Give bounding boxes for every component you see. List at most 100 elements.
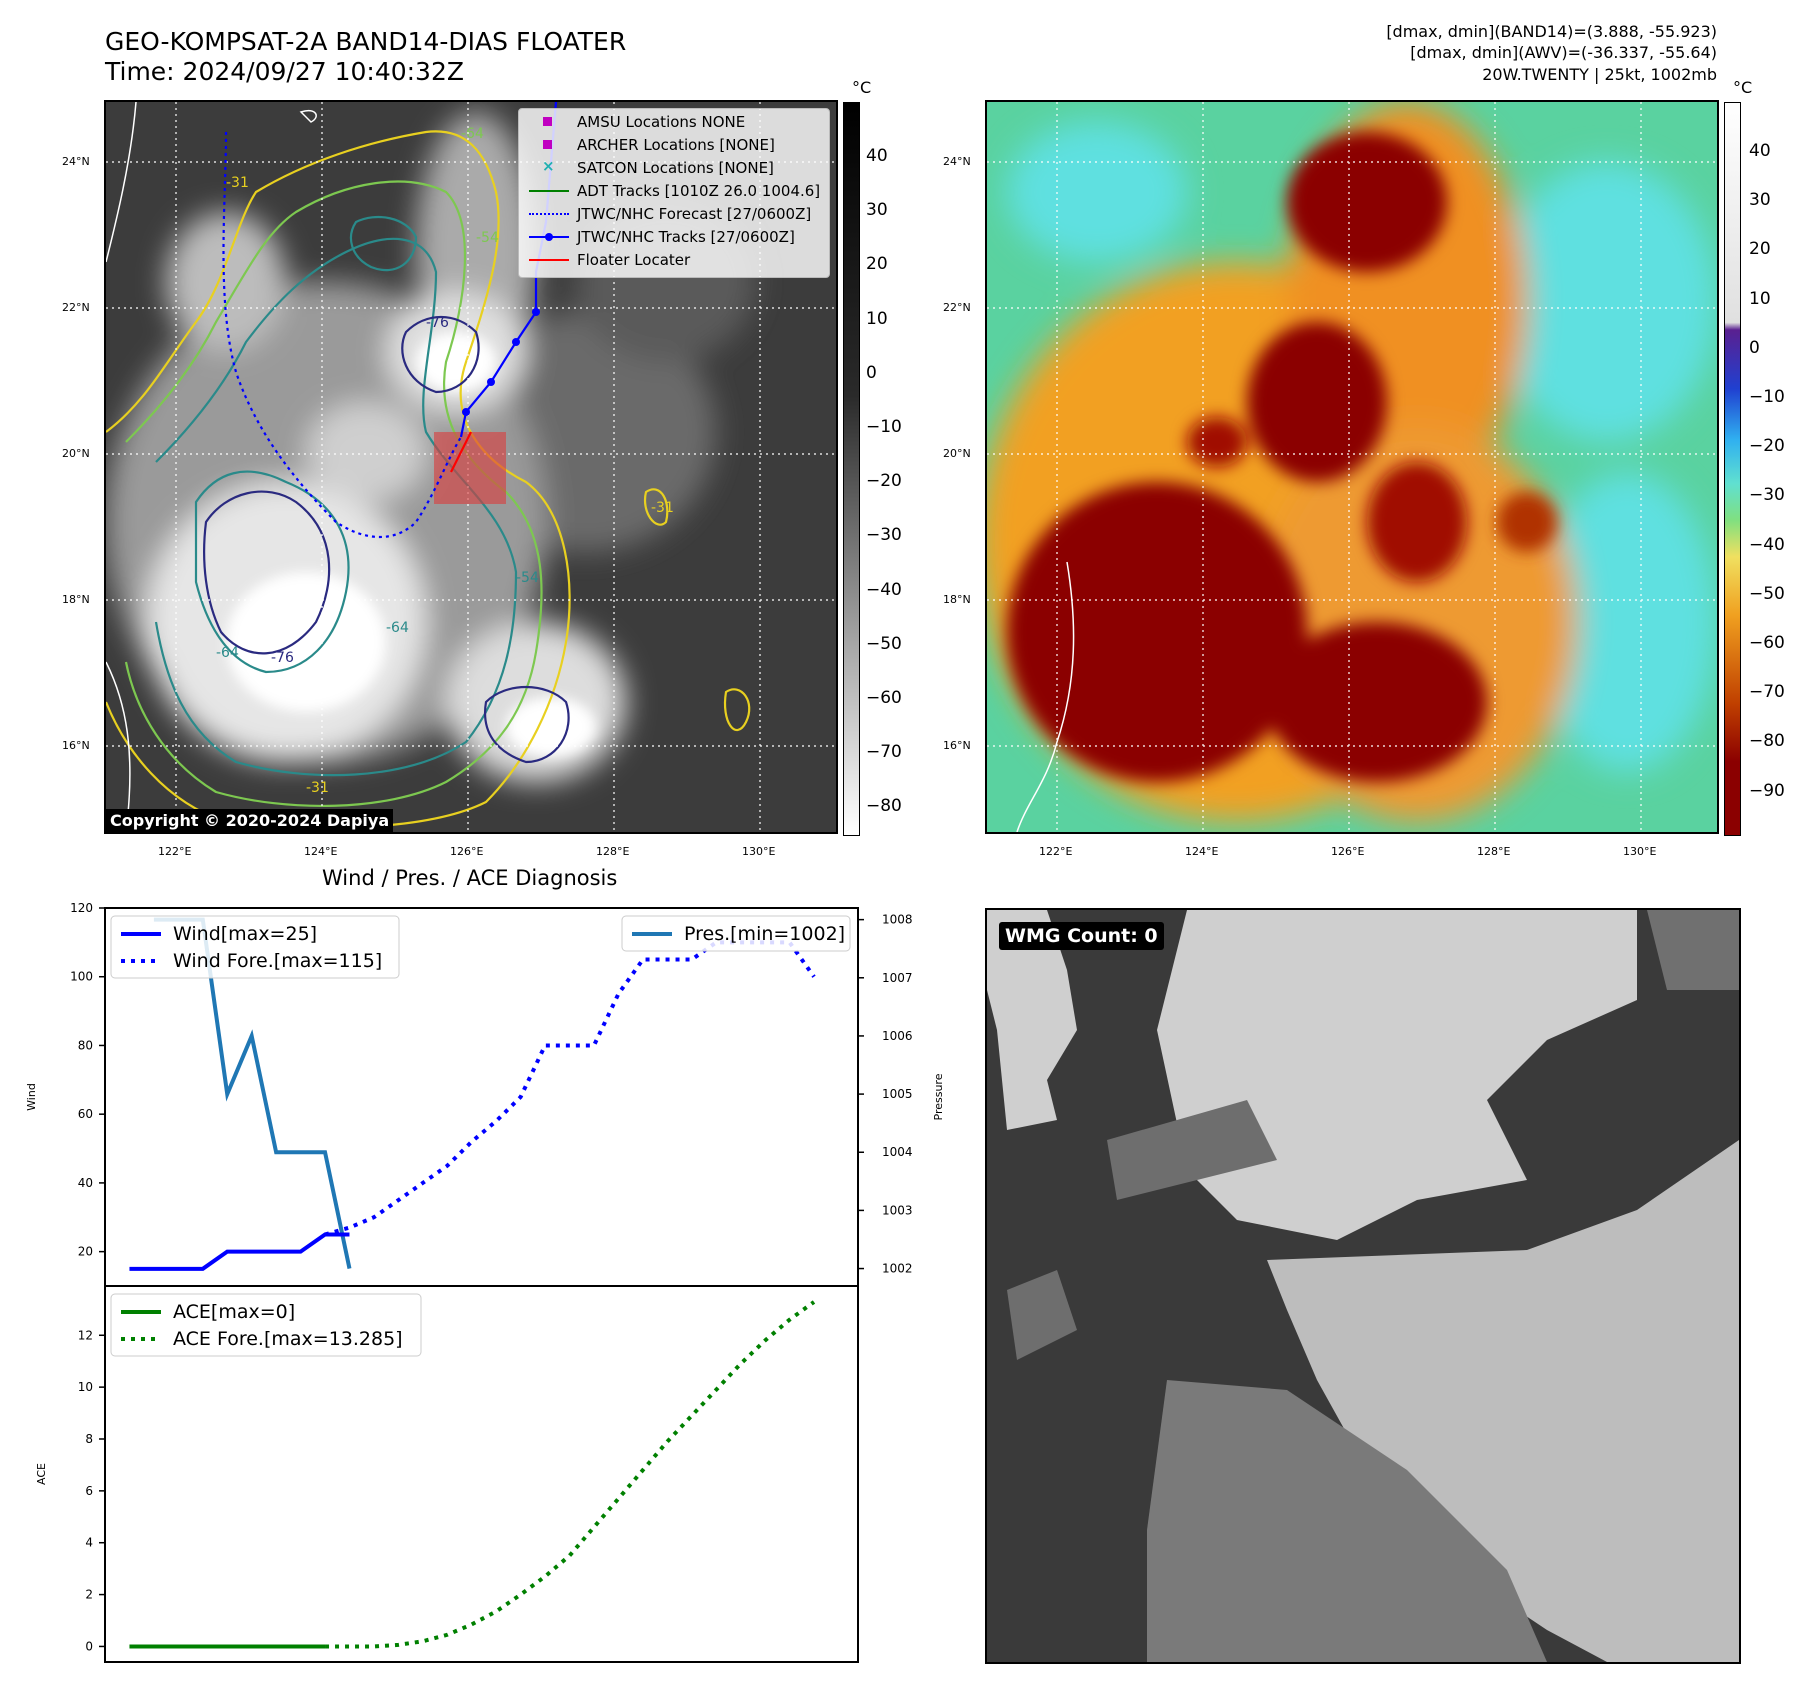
legend-box (110, 915, 400, 979)
colorbar-tick: −30 (1749, 485, 1785, 506)
contour-label: -64 (386, 620, 409, 636)
colorbar-tick: −50 (1749, 583, 1785, 604)
colorbar-tick: −10 (1749, 387, 1785, 407)
legend-label: ACE[max=0] (173, 1301, 295, 1323)
ace-legend: ACE[max=0] ACE Fore.[max=13.285] (110, 1293, 422, 1357)
color-colorbar-unit: °C (1733, 78, 1753, 97)
floater-box (434, 432, 506, 504)
colorbar-tick: −90 (1749, 780, 1785, 801)
colorbar-tick: −40 (866, 579, 902, 600)
lat-label: 16°N (943, 739, 971, 752)
colorbar-tick: 10 (1749, 288, 1771, 309)
lon-label: 122°E (158, 845, 192, 858)
lon-label: 130°E (1623, 845, 1657, 858)
legend-entry: Floater Locater (529, 250, 691, 269)
ace-tick-label: 0 (85, 1639, 93, 1653)
colorbar-tick: −60 (1749, 633, 1785, 653)
colorbar-tick: −80 (866, 796, 902, 817)
legend-entry: JTWC/NHC Forecast [27/0600Z] (529, 204, 811, 223)
diagnosis-chart: 2040608010012010021003100410051006100710… (25, 901, 945, 1663)
wind-tick-label: 40 (78, 1176, 93, 1190)
contour-label: -64 (461, 126, 484, 142)
lat-label: 18°N (943, 593, 971, 606)
colorbar-tick: −30 (866, 525, 902, 546)
colorbar-tick: 40 (1749, 141, 1771, 161)
colorbar-tick: −40 (1749, 534, 1785, 555)
legend-label: SATCON Locations [NONE] (577, 158, 774, 177)
ir-color-imagery (987, 102, 1717, 832)
forecast-track (222, 131, 462, 539)
contour-label: -31 (226, 175, 249, 191)
lat-label: 22°N (943, 301, 971, 314)
wind-axis-label: Wind (25, 1083, 38, 1111)
legend-box (621, 915, 851, 952)
contour-label: -54 (516, 570, 539, 586)
pressure-axis-label: Pressure (932, 1073, 945, 1120)
lat-label: 22°N (62, 301, 90, 314)
lon-label: 126°E (450, 845, 484, 858)
map-legend: AMSU Locations NONE ARCHER Locations [NO… (518, 108, 830, 278)
legend-label: Floater Locater (577, 250, 691, 269)
lon-label: 128°E (1477, 845, 1511, 858)
legend-label: ADT Tracks [1010Z 26.0 1004.6] (577, 181, 821, 200)
pressure-tick-label: 1007 (882, 971, 913, 985)
copyright-label: Copyright © 2020-2024 Dapiya (106, 809, 394, 832)
colorbar-tick: −80 (1749, 731, 1785, 752)
colorbar-tick: −20 (1749, 436, 1785, 457)
lon-label: 124°E (304, 845, 338, 858)
ace-tick-label: 8 (85, 1432, 93, 1446)
series-line-wind (129, 1232, 350, 1271)
gray-colorbar (843, 102, 860, 836)
legend-entry: ARCHER Locations [NONE] (529, 135, 775, 154)
colorbar-tick: −50 (866, 633, 902, 654)
gray-colorbar-unit: °C (852, 78, 872, 97)
legend-label: JTWC/NHC Tracks [27/0600Z] (577, 227, 795, 246)
lon-label: 126°E (1331, 845, 1365, 858)
ir-gray-map: -64 -54 -76 -31 -64 -54 -76 -64 -31 -31 (104, 100, 838, 834)
colorbar-tick: 20 (866, 254, 888, 275)
lat-label: 18°N (62, 593, 90, 606)
colorbar-tick: −20 (866, 471, 902, 492)
pressure-legend: Pres.[min=1002] (621, 915, 851, 952)
legend-label: Pres.[min=1002] (684, 923, 845, 945)
colorbar-tick: 10 (866, 308, 888, 329)
legend-entry: JTWC/NHC Tracks [27/0600Z] (529, 227, 795, 246)
lon-label: 124°E (1185, 845, 1219, 858)
colorbar-tick: 0 (1749, 337, 1760, 358)
wind-tick-label: 80 (78, 1038, 93, 1052)
color-colorbar (1724, 102, 1741, 836)
wmg-imagery (987, 910, 1739, 1662)
pressure-tick-label: 1004 (882, 1145, 913, 1159)
legend-entry: AMSU Locations NONE (529, 112, 746, 131)
legend-label: ACE Fore.[max=13.285] (173, 1328, 403, 1350)
legend-label: AMSU Locations NONE (577, 112, 746, 131)
awv-range: [dmax, dmin](AWV)=(-36.337, -55.64) (1410, 43, 1717, 62)
contour-label: -76 (271, 650, 294, 666)
diagnosis-title: Wind / Pres. / ACE Diagnosis (322, 866, 618, 890)
colorbar-tick: 20 (1749, 239, 1771, 260)
contour-label: -31 (306, 780, 329, 796)
colorbar-tick: −10 (866, 417, 902, 437)
lat-label: 24°N (943, 155, 971, 168)
legend-entry: × SATCON Locations [NONE] (542, 156, 774, 177)
colorbar-tick: 30 (1749, 190, 1771, 211)
colorbar-tick: 40 (866, 146, 888, 166)
lat-label: 20°N (62, 447, 90, 460)
contour-label: -76 (426, 315, 449, 331)
legend-entry: ADT Tracks [1010Z 26.0 1004.6] (529, 181, 821, 200)
colorbar-tick: −70 (866, 742, 902, 763)
wind-tick-label: 60 (78, 1107, 93, 1121)
floater-locater (450, 431, 472, 473)
pressure-tick-label: 1006 (882, 1029, 913, 1043)
lon-label: 128°E (596, 845, 630, 858)
wind-legend: Wind[max=25] Wind Fore.[max=115] (110, 915, 400, 979)
ace-tick-label: 10 (78, 1380, 93, 1394)
pressure-tick-label: 1005 (882, 1087, 913, 1101)
lat-label: 16°N (62, 739, 90, 752)
wind-tick-label: 20 (78, 1245, 93, 1259)
series-line-ace-fore- (325, 1300, 816, 1649)
wmg-panel: WMG Count: 0 (985, 908, 1741, 1664)
pressure-tick-label: 1003 (882, 1203, 913, 1217)
band14-range: [dmax, dmin](BAND14)=(3.888, -55.923) (1386, 22, 1717, 41)
ace-tick-label: 6 (85, 1484, 93, 1498)
